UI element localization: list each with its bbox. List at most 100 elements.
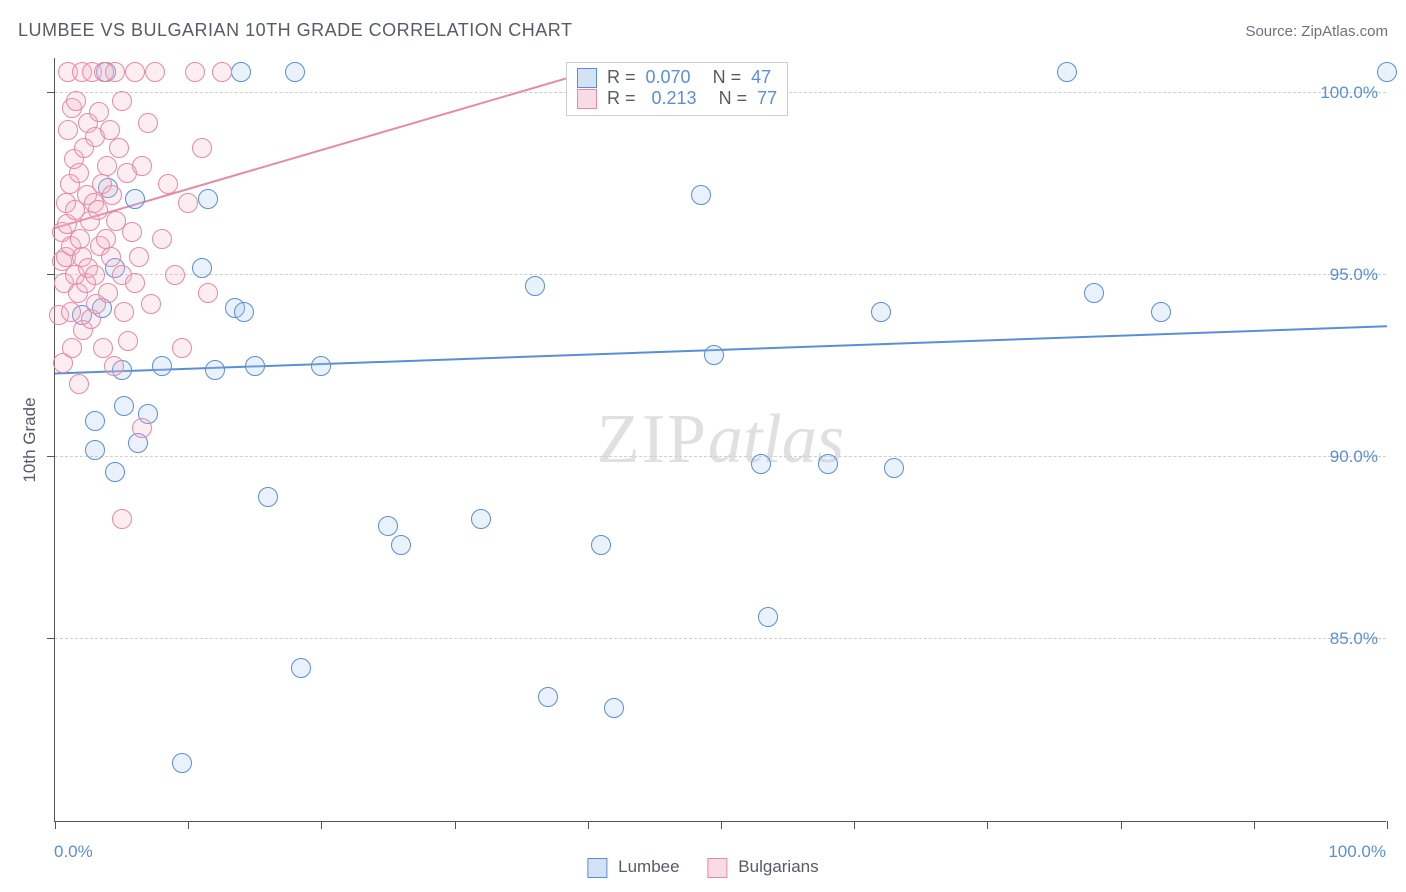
data-point-lumbee — [231, 62, 251, 82]
data-point-bulgarians — [118, 331, 138, 351]
data-point-bulgarians — [69, 163, 89, 183]
data-point-lumbee — [258, 487, 278, 507]
data-point-bulgarians — [102, 185, 122, 205]
data-point-bulgarians — [172, 338, 192, 358]
data-point-bulgarians — [152, 229, 172, 249]
legend-item-lumbee: Lumbee — [587, 857, 679, 878]
data-point-lumbee — [751, 454, 771, 474]
data-point-bulgarians — [122, 222, 142, 242]
x-tick — [1121, 821, 1122, 829]
data-point-bulgarians — [112, 91, 132, 111]
chart-title: LUMBEE VS BULGARIAN 10TH GRADE CORRELATI… — [18, 20, 572, 41]
data-point-bulgarians — [96, 229, 116, 249]
y-tick — [47, 92, 55, 93]
data-point-bulgarians — [70, 229, 90, 249]
data-point-bulgarians — [98, 283, 118, 303]
data-point-lumbee — [1377, 62, 1397, 82]
x-tick — [854, 821, 855, 829]
x-tick — [455, 821, 456, 829]
data-point-lumbee — [378, 516, 398, 536]
data-point-bulgarians — [138, 113, 158, 133]
data-point-lumbee — [285, 62, 305, 82]
data-point-bulgarians — [100, 120, 120, 140]
y-tick — [47, 274, 55, 275]
x-tick — [1254, 821, 1255, 829]
stats-row-lumbee: R = 0.070 N = 47 — [577, 67, 777, 88]
data-point-lumbee — [311, 356, 331, 376]
data-point-bulgarians — [129, 247, 149, 267]
x-max-label: 100.0% — [1328, 842, 1386, 862]
data-point-bulgarians — [88, 200, 108, 220]
data-point-lumbee — [85, 440, 105, 460]
data-point-bulgarians — [62, 338, 82, 358]
chart-plot-area: ZIPatlas 85.0%90.0%95.0%100.0% — [54, 58, 1386, 822]
data-point-bulgarians — [132, 418, 152, 438]
data-point-lumbee — [538, 687, 558, 707]
x-tick — [588, 821, 589, 829]
data-point-bulgarians — [66, 91, 86, 111]
data-point-bulgarians — [192, 138, 212, 158]
data-point-bulgarians — [112, 509, 132, 529]
y-tick — [47, 456, 55, 457]
data-point-bulgarians — [101, 247, 121, 267]
data-point-bulgarians — [132, 156, 152, 176]
data-point-lumbee — [1151, 302, 1171, 322]
data-point-lumbee — [125, 189, 145, 209]
data-point-lumbee — [114, 396, 134, 416]
x-tick — [721, 821, 722, 829]
data-point-lumbee — [704, 345, 724, 365]
data-point-bulgarians — [109, 138, 129, 158]
data-point-bulgarians — [165, 265, 185, 285]
bulgarians-legend-swatch-icon — [708, 858, 728, 878]
data-point-lumbee — [105, 462, 125, 482]
data-point-lumbee — [205, 360, 225, 380]
x-tick — [987, 821, 988, 829]
data-point-lumbee — [192, 258, 212, 278]
data-point-lumbee — [198, 189, 218, 209]
data-point-lumbee — [152, 356, 172, 376]
data-point-lumbee — [691, 185, 711, 205]
data-point-bulgarians — [158, 174, 178, 194]
data-point-lumbee — [818, 454, 838, 474]
data-point-lumbee — [291, 658, 311, 678]
data-point-lumbee — [1057, 62, 1077, 82]
data-point-bulgarians — [89, 102, 109, 122]
data-point-bulgarians — [69, 374, 89, 394]
data-point-bulgarians — [125, 273, 145, 293]
data-point-bulgarians — [85, 265, 105, 285]
stats-legend-box: R = 0.070 N = 47 R = 0.213 N = 77 — [566, 62, 788, 116]
data-point-lumbee — [172, 753, 192, 773]
bulgarians-swatch-icon — [577, 89, 597, 109]
data-point-lumbee — [604, 698, 624, 718]
x-tick — [188, 821, 189, 829]
trend-lines — [55, 57, 1387, 821]
stats-row-bulgarians: R = 0.213 N = 77 — [577, 88, 777, 109]
legend-item-bulgarians: Bulgarians — [708, 857, 819, 878]
data-point-bulgarians — [58, 120, 78, 140]
data-point-bulgarians — [105, 62, 125, 82]
data-point-lumbee — [471, 509, 491, 529]
data-point-bulgarians — [97, 156, 117, 176]
data-point-bulgarians — [114, 302, 134, 322]
x-tick — [1387, 821, 1388, 829]
data-point-lumbee — [245, 356, 265, 376]
data-point-lumbee — [871, 302, 891, 322]
data-point-bulgarians — [145, 62, 165, 82]
data-point-bulgarians — [61, 302, 81, 322]
data-point-lumbee — [391, 535, 411, 555]
data-point-bulgarians — [125, 62, 145, 82]
data-point-lumbee — [234, 302, 254, 322]
data-point-bulgarians — [185, 62, 205, 82]
y-axis-label: 10th Grade — [20, 397, 40, 482]
data-point-bulgarians — [198, 283, 218, 303]
data-point-bulgarians — [141, 294, 161, 314]
data-point-lumbee — [525, 276, 545, 296]
data-point-bulgarians — [178, 193, 198, 213]
lumbee-legend-swatch-icon — [587, 858, 607, 878]
data-point-lumbee — [758, 607, 778, 627]
chart-source: Source: ZipAtlas.com — [1245, 23, 1388, 40]
data-point-lumbee — [85, 411, 105, 431]
x-tick — [321, 821, 322, 829]
data-point-lumbee — [591, 535, 611, 555]
lumbee-swatch-icon — [577, 68, 597, 88]
